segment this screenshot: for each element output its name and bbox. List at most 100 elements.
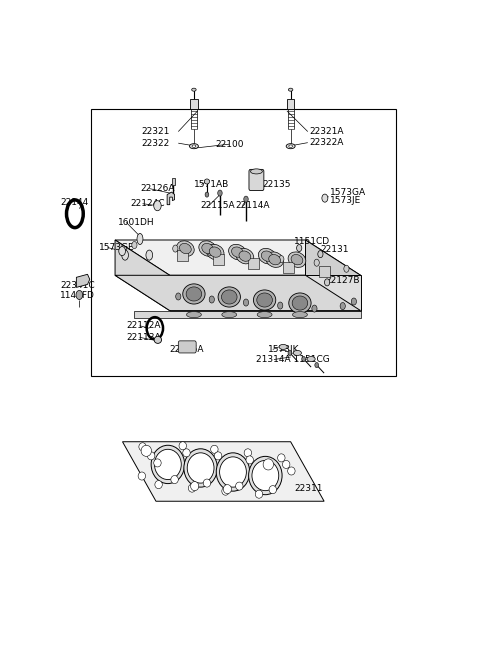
Ellipse shape <box>204 179 210 184</box>
Bar <box>287 99 294 109</box>
Bar <box>213 254 224 265</box>
Ellipse shape <box>222 487 229 495</box>
Ellipse shape <box>147 452 155 460</box>
Ellipse shape <box>292 296 308 310</box>
Text: 22135: 22135 <box>263 180 291 189</box>
Bar <box>91 109 396 376</box>
Circle shape <box>322 194 328 202</box>
Ellipse shape <box>231 247 243 257</box>
Text: 1151CD: 1151CD <box>294 236 330 246</box>
Ellipse shape <box>171 476 178 483</box>
Text: 22126A: 22126A <box>140 184 175 193</box>
Ellipse shape <box>282 460 290 468</box>
Ellipse shape <box>236 248 254 264</box>
Circle shape <box>297 244 302 252</box>
Text: 22124C: 22124C <box>131 199 165 208</box>
Ellipse shape <box>141 445 152 457</box>
Text: 22112A: 22112A <box>126 321 161 330</box>
Text: 22322A: 22322A <box>309 138 344 147</box>
Circle shape <box>205 192 209 197</box>
Bar <box>177 250 188 261</box>
Ellipse shape <box>244 449 252 457</box>
Text: 1573GE: 1573GE <box>99 243 135 252</box>
Ellipse shape <box>211 445 218 453</box>
Bar <box>190 99 198 109</box>
Ellipse shape <box>288 467 295 475</box>
Text: 22114A: 22114A <box>236 201 270 210</box>
Text: 22311: 22311 <box>294 483 323 493</box>
Ellipse shape <box>155 481 162 489</box>
Ellipse shape <box>228 244 246 260</box>
Polygon shape <box>115 240 360 275</box>
Polygon shape <box>76 274 90 288</box>
Ellipse shape <box>215 452 222 460</box>
Ellipse shape <box>292 312 307 318</box>
Text: 21314A 1151CG: 21314A 1151CG <box>256 355 330 364</box>
Ellipse shape <box>255 490 263 498</box>
Circle shape <box>132 242 137 248</box>
Ellipse shape <box>192 145 196 147</box>
Ellipse shape <box>206 244 224 260</box>
Text: 22131: 22131 <box>321 244 349 253</box>
Ellipse shape <box>223 485 231 494</box>
Ellipse shape <box>286 143 295 149</box>
Text: 1573JK: 1573JK <box>267 345 299 354</box>
Text: 22322: 22322 <box>142 139 170 147</box>
Circle shape <box>173 245 178 252</box>
Ellipse shape <box>221 290 237 304</box>
Text: 22321: 22321 <box>142 127 170 136</box>
Ellipse shape <box>222 312 237 318</box>
Text: 22125A: 22125A <box>170 345 204 354</box>
Text: 22341C: 22341C <box>60 281 95 290</box>
Ellipse shape <box>177 241 194 256</box>
Ellipse shape <box>179 441 186 450</box>
Polygon shape <box>122 441 324 501</box>
Ellipse shape <box>154 336 162 343</box>
Ellipse shape <box>293 350 301 356</box>
Circle shape <box>76 290 83 299</box>
FancyBboxPatch shape <box>178 341 196 353</box>
Ellipse shape <box>183 284 205 304</box>
Bar <box>248 258 259 269</box>
Bar <box>172 178 175 185</box>
Ellipse shape <box>138 472 145 480</box>
Ellipse shape <box>180 244 191 253</box>
Ellipse shape <box>236 482 243 490</box>
Ellipse shape <box>289 145 292 147</box>
Ellipse shape <box>269 255 280 265</box>
Circle shape <box>324 279 330 286</box>
Ellipse shape <box>258 248 276 264</box>
Ellipse shape <box>188 484 196 492</box>
Ellipse shape <box>139 443 146 451</box>
Ellipse shape <box>192 88 196 91</box>
Text: 22144: 22144 <box>61 198 89 207</box>
Ellipse shape <box>199 241 216 256</box>
Ellipse shape <box>289 293 311 313</box>
Circle shape <box>244 196 248 202</box>
Ellipse shape <box>239 251 251 261</box>
Ellipse shape <box>187 453 214 483</box>
Ellipse shape <box>186 287 202 301</box>
Circle shape <box>243 252 249 259</box>
Text: 1601DH: 1601DH <box>118 218 154 227</box>
Polygon shape <box>115 240 170 310</box>
Text: 1571AB: 1571AB <box>194 180 229 189</box>
Ellipse shape <box>183 449 190 457</box>
Ellipse shape <box>257 312 272 318</box>
Text: 1573JE: 1573JE <box>330 196 361 205</box>
Polygon shape <box>134 310 360 318</box>
Ellipse shape <box>146 250 153 260</box>
Circle shape <box>277 302 283 309</box>
Circle shape <box>351 298 357 305</box>
Circle shape <box>209 296 215 303</box>
FancyBboxPatch shape <box>249 170 264 191</box>
Text: 22100: 22100 <box>215 140 243 149</box>
Ellipse shape <box>288 252 306 267</box>
Circle shape <box>340 303 345 310</box>
Ellipse shape <box>261 251 273 261</box>
Ellipse shape <box>266 252 284 267</box>
Ellipse shape <box>151 445 185 483</box>
Text: 1140FD: 1140FD <box>60 291 95 300</box>
Ellipse shape <box>202 244 214 253</box>
Circle shape <box>279 255 284 263</box>
